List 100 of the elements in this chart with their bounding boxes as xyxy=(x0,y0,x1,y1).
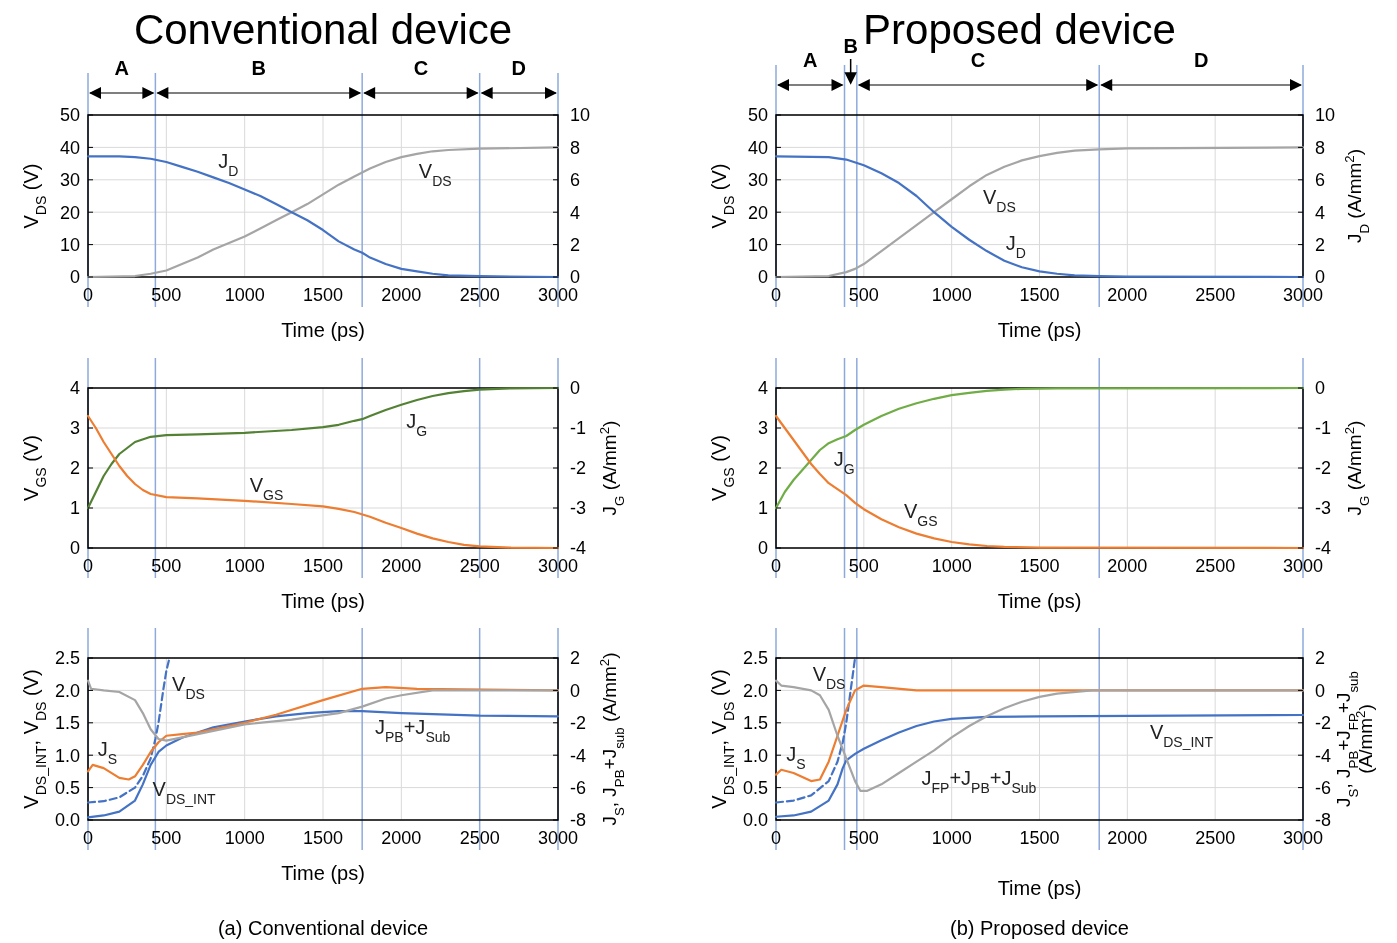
y-tick-label: 2.0 xyxy=(54,680,80,701)
y-tick-label: 0.5 xyxy=(742,777,768,798)
y2-tick-label: 4 xyxy=(1315,202,1326,223)
y2-tick-label: 6 xyxy=(570,170,581,191)
x-tick-label: 1500 xyxy=(302,828,344,848)
y2-tick-label: 0 xyxy=(570,267,581,288)
annotation: J$_{S}$ xyxy=(786,742,806,772)
y2-tick-label: 0 xyxy=(570,378,581,399)
annotation: V$_{DS}$ xyxy=(172,672,205,702)
x-tick-label: 500 xyxy=(848,828,879,848)
x-tick-label: 2500 xyxy=(1195,556,1236,576)
line-series xyxy=(774,414,1305,550)
y2-tick-label: -4 xyxy=(570,745,587,766)
y-tick-label: 3 xyxy=(69,418,80,439)
x-tick-label: 3000 xyxy=(1282,285,1324,305)
text: A xyxy=(803,49,818,71)
annotation: J$_{FP}$+J$_{PB}$+J$_{Sub}$ xyxy=(921,766,1037,796)
x-tick-label: 2000 xyxy=(381,828,422,848)
y-tick-label: 2.5 xyxy=(742,648,768,669)
y2-tick-label: -3 xyxy=(1315,498,1332,519)
y-tick-label: 2.5 xyxy=(54,648,80,669)
text: C xyxy=(413,57,429,79)
x-tick-label: 2500 xyxy=(459,556,500,576)
x-tick-label: 500 xyxy=(848,556,879,576)
y2-tick-label: -4 xyxy=(1315,538,1332,559)
y2-tick-label: 6 xyxy=(1315,170,1326,191)
annotation: J$_{S}$ xyxy=(97,737,118,767)
y2-tick-label: 8 xyxy=(570,137,581,158)
line-series xyxy=(86,386,560,510)
y-tick-label: 0 xyxy=(757,267,768,288)
x-tick-label: 1500 xyxy=(1019,556,1060,576)
x-tick-label: 3000 xyxy=(537,285,579,305)
y2-tick-label: 0 xyxy=(1315,267,1326,288)
x-axis-title: Time (ps) xyxy=(997,877,1082,899)
x-tick-label: 1000 xyxy=(931,285,972,305)
y-tick-label: 10 xyxy=(59,234,80,255)
y-tick-label: 20 xyxy=(747,202,768,223)
x-tick-label: 2500 xyxy=(1195,828,1236,848)
x-tick-label: 0 xyxy=(770,828,782,848)
y2-tick-label: -2 xyxy=(1315,713,1332,734)
line-series xyxy=(86,679,560,742)
annotation: V$_{DS}$ xyxy=(418,159,452,189)
x-axis-title: Time (ps) xyxy=(281,590,365,612)
annotation: V$_{DS}$ xyxy=(983,185,1016,215)
x-axis-title: Time (ps) xyxy=(281,862,365,884)
y2-tick-label: -3 xyxy=(570,498,587,519)
y2-tick-label: -2 xyxy=(1315,458,1332,479)
y-tick-label: 20 xyxy=(59,202,80,223)
x-axis-title: Time (ps) xyxy=(997,319,1082,341)
y-tick-label: 1.0 xyxy=(742,745,768,766)
y-tick-label: 0.0 xyxy=(742,810,768,831)
text: (b) Proposed device xyxy=(950,917,1129,939)
annotation: J$_{PB}$+J$_{Sub}$ xyxy=(375,716,451,746)
y-tick-label: 1 xyxy=(69,498,80,519)
x-tick-label: 1500 xyxy=(302,285,344,305)
x-tick-label: 2500 xyxy=(459,285,500,305)
x-tick-label: 3000 xyxy=(1282,556,1324,576)
x-tick-label: 1000 xyxy=(224,828,265,848)
y-tick-label: 0.0 xyxy=(54,810,80,831)
y2-tick-label: -2 xyxy=(570,713,587,734)
text: (a) Conventional device xyxy=(217,917,429,939)
x-tick-label: 3000 xyxy=(537,556,579,576)
y-tick-label: 10 xyxy=(747,234,768,255)
x-tick-label: 500 xyxy=(848,285,879,305)
x-tick-label: 3000 xyxy=(537,828,579,848)
x-tick-label: 500 xyxy=(151,828,182,848)
y-tick-label: 0 xyxy=(757,538,768,559)
text: B xyxy=(843,35,858,57)
y-tick-label: 2 xyxy=(757,458,768,479)
x-tick-label: 1500 xyxy=(302,556,344,576)
text: D xyxy=(1193,49,1209,71)
y2-tick-label: 4 xyxy=(570,202,581,223)
y-tick-label: 40 xyxy=(747,137,768,158)
text: A xyxy=(114,57,129,79)
annotation: V$_{DS_INT}$ xyxy=(152,777,217,807)
y2-tick-label: -2 xyxy=(570,458,587,479)
y-tick-label: 1.5 xyxy=(742,713,768,734)
y2-tick-label: -6 xyxy=(570,777,587,798)
x-tick-label: 2000 xyxy=(1107,556,1148,576)
y2-tick-label: 0 xyxy=(1315,378,1326,399)
y-tick-label: 0.5 xyxy=(54,777,80,798)
y2-tick-label: 0 xyxy=(570,680,581,701)
y-tick-label: 4 xyxy=(757,378,768,399)
y-tick-label: 1.5 xyxy=(54,713,80,734)
y-tick-label: 30 xyxy=(747,170,768,191)
x-tick-label: 2000 xyxy=(381,556,422,576)
x-tick-label: 1500 xyxy=(1019,285,1060,305)
y2-tick-label: -4 xyxy=(1315,745,1332,766)
text: B xyxy=(251,57,266,79)
y-tick-label: 2.0 xyxy=(742,680,768,701)
y2-tick-label: -1 xyxy=(1315,418,1332,439)
x-tick-label: 0 xyxy=(82,828,94,848)
y2-tick-label: -8 xyxy=(1315,810,1332,831)
y2-tick-label: -4 xyxy=(570,538,587,559)
x-tick-label: 1500 xyxy=(1019,828,1060,848)
x-tick-label: 2000 xyxy=(381,285,422,305)
annotation: J$_{D}$ xyxy=(218,150,239,180)
y2-tick-label: 10 xyxy=(570,105,591,126)
annotation: V$_{DS_INT}$ xyxy=(1149,720,1214,750)
y-tick-label: 0 xyxy=(69,538,80,559)
